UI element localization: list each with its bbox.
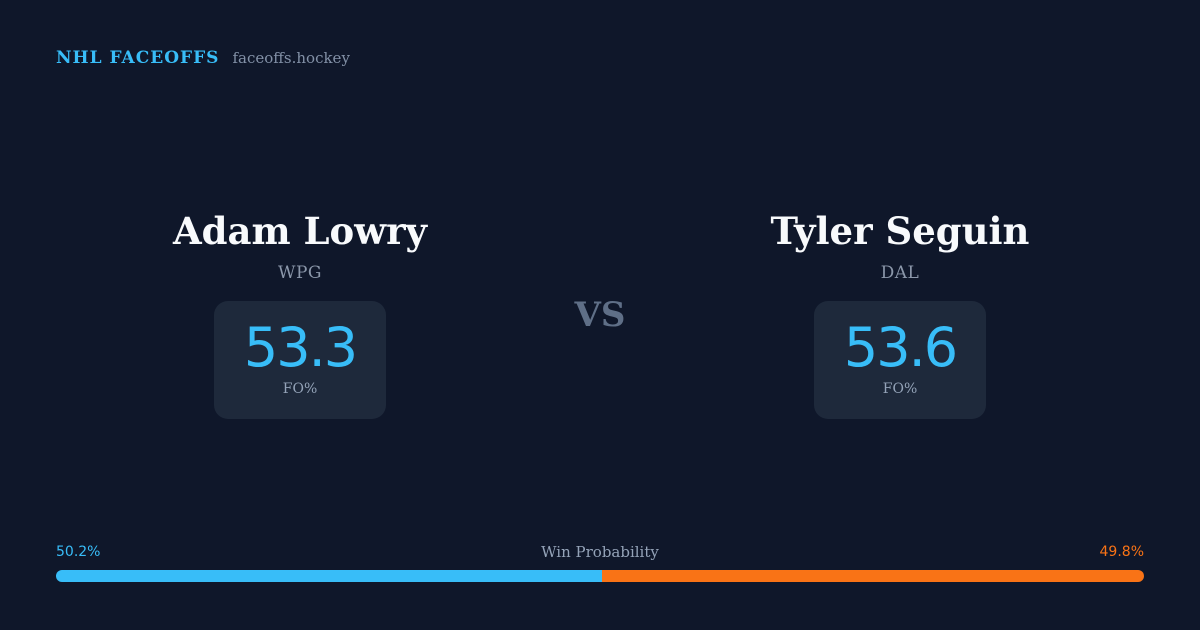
win-probability-labels: 50.2% Win Probability 49.8% xyxy=(56,542,1144,564)
faceoff-percentage-label: FO% xyxy=(282,381,318,397)
win-probability-bar xyxy=(56,570,1144,582)
faceoff-stat-card: 53.6 FO% xyxy=(814,301,986,419)
player-card-right: Tyler Seguin DAL 53.6 FO% xyxy=(690,204,1110,419)
win-probability-title: Win Probability xyxy=(541,543,659,561)
brand-header: NHL FACEOFFS faceoffs.hockey xyxy=(56,48,350,68)
faceoff-percentage-value: 53.3 xyxy=(243,316,358,379)
player-card-left: Adam Lowry WPG 53.3 FO% xyxy=(90,204,510,419)
win-probability-right-fill xyxy=(602,570,1144,582)
versus-label: VS xyxy=(574,295,626,335)
win-probability-right-value: 49.8% xyxy=(1099,544,1144,560)
faceoff-stat-card: 53.3 FO% xyxy=(214,301,386,419)
faceoff-percentage-label: FO% xyxy=(882,381,918,397)
win-probability-left-value: 50.2% xyxy=(56,544,101,560)
player-team: WPG xyxy=(278,263,322,283)
faceoff-percentage-value: 53.6 xyxy=(843,316,958,379)
win-probability-left-fill xyxy=(56,570,603,582)
player-team: DAL xyxy=(880,263,920,283)
brand-domain: faceoffs.hockey xyxy=(232,49,350,67)
player-name: Adam Lowry xyxy=(172,209,428,253)
brand-name: NHL FACEOFFS xyxy=(56,48,220,68)
player-name: Tyler Seguin xyxy=(770,209,1030,253)
